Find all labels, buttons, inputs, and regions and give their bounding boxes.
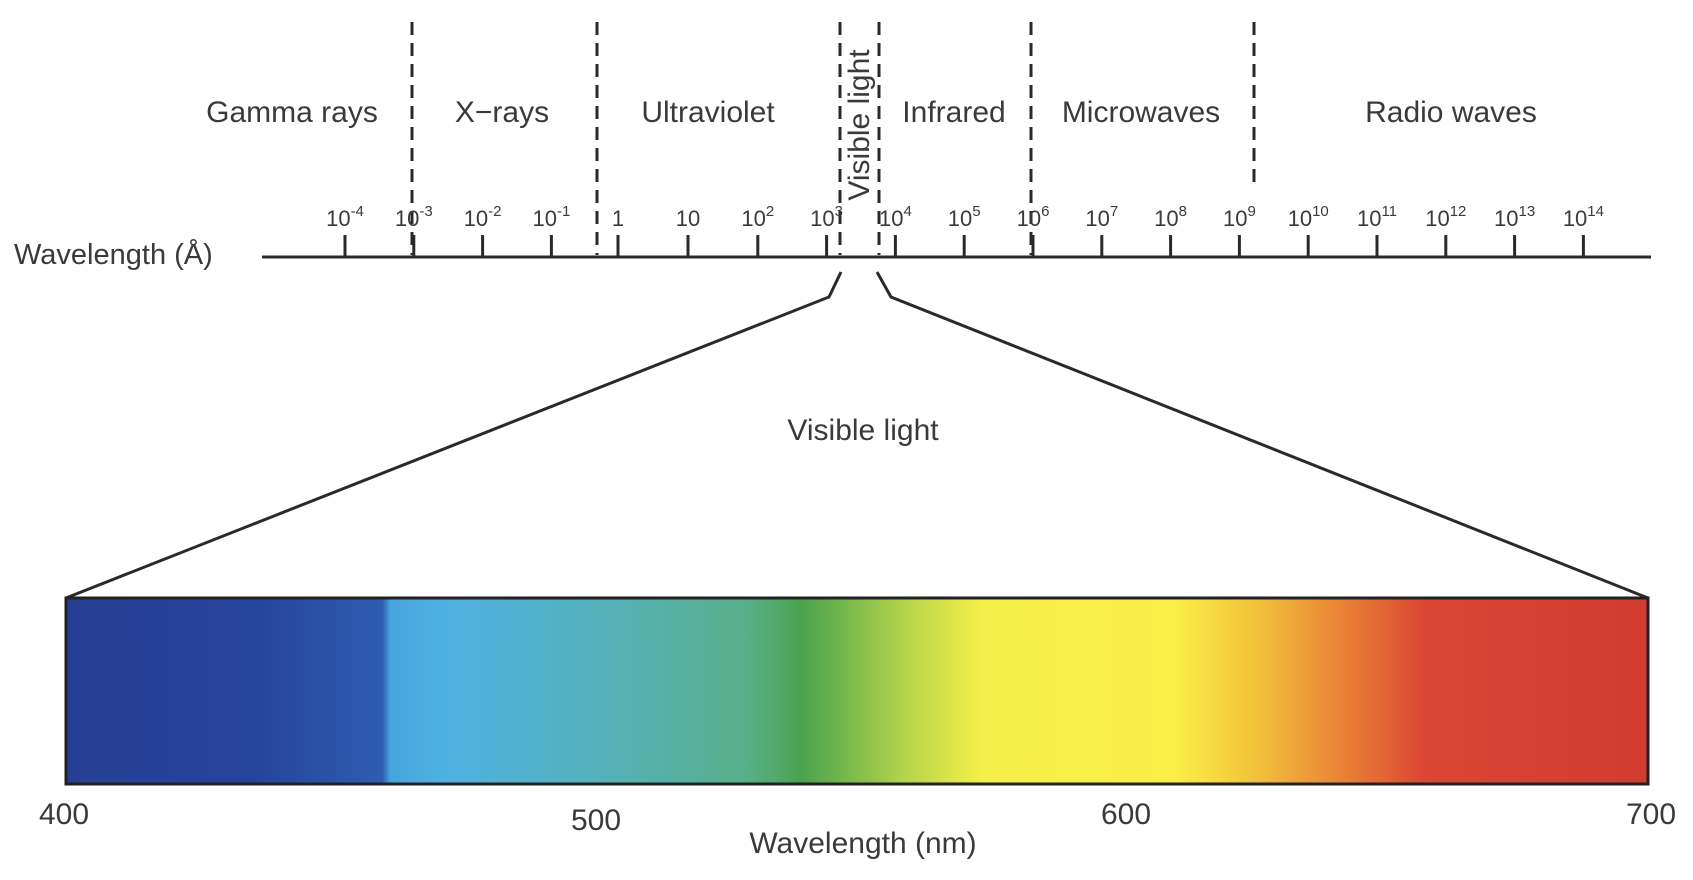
tick-label-11: 107	[1085, 203, 1118, 231]
tick-label-15: 1011	[1357, 203, 1397, 231]
region-ultraviolet: Ultraviolet	[641, 96, 775, 129]
region-labels: Gamma rays X−rays Ultraviolet Visible li…	[206, 49, 1537, 201]
region-visible-light-vertical: Visible light	[843, 49, 876, 201]
tick-label-0: 10-4	[326, 203, 364, 231]
wavelength-angstrom-axis-label: Wavelength (Å)	[14, 238, 213, 271]
zoom-line-right	[875, 271, 1649, 600]
region-microwaves: Microwaves	[1062, 96, 1220, 129]
region-x-rays: X−rays	[455, 96, 549, 129]
region-radio-waves: Radio waves	[1365, 96, 1537, 129]
tick-label-17: 1013	[1494, 203, 1535, 231]
tick-label-10: 106	[1017, 203, 1050, 231]
region-gamma-rays: Gamma rays	[206, 96, 378, 129]
tick-label-1: 10-3	[395, 203, 433, 231]
tick-label-16: 1012	[1425, 203, 1466, 231]
tick-label-6: 102	[741, 203, 774, 231]
nm-tick-labels: 400 500 600 700	[39, 798, 1676, 837]
nm-tick-600: 600	[1101, 798, 1151, 831]
region-infrared: Infrared	[902, 96, 1005, 129]
nm-tick-700: 700	[1626, 798, 1676, 831]
tick-label-7: 103	[810, 203, 843, 231]
tick-label-8: 104	[879, 203, 912, 231]
nm-tick-500: 500	[571, 804, 621, 837]
tick-label-9: 105	[948, 203, 981, 231]
tick-label-12: 108	[1154, 203, 1187, 231]
tick-label-2: 10-2	[464, 203, 502, 231]
zoom-connector	[65, 271, 1649, 600]
nm-tick-400: 400	[39, 798, 89, 831]
region-boundaries	[410, 22, 1256, 255]
wavelength-nm-axis-label: Wavelength (nm)	[749, 827, 976, 860]
visible-spectrum-bar	[64, 596, 1650, 786]
visible-light-title: Visible light	[787, 414, 939, 447]
tick-label-13: 109	[1223, 203, 1256, 231]
tick-label-3: 10-1	[532, 203, 570, 231]
tick-label-18: 1014	[1563, 203, 1604, 231]
tick-label-5: 10	[676, 206, 700, 231]
tick-label-4: 1	[612, 206, 624, 231]
zoom-line-left	[65, 271, 843, 600]
wavelength-ticks: 10-4 10-3 10-2 10-1 1 10 102 103 104 105 106 107 108…	[326, 203, 1604, 257]
tick-label-14: 1010	[1288, 203, 1329, 231]
